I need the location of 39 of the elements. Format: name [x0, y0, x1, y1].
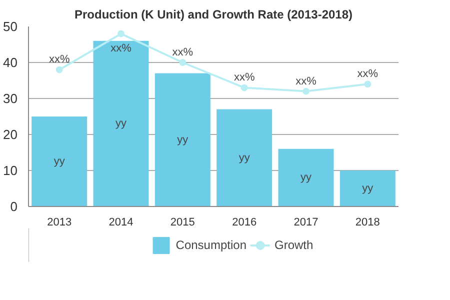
- bar: [154, 73, 210, 206]
- data-label: yy: [116, 118, 127, 130]
- data-label: xx%: [48, 54, 70, 66]
- data-label: yy: [238, 152, 250, 164]
- legend-label: Consumption: [176, 238, 247, 252]
- bar: [93, 40, 149, 206]
- y-tick-label: 40: [3, 55, 18, 70]
- point: [364, 80, 372, 88]
- y-tick-label: 50: [3, 19, 18, 34]
- point: [56, 66, 63, 74]
- data-label: xx%: [296, 75, 317, 88]
- data-label: yy: [300, 172, 312, 184]
- y-tick-label: 0: [10, 199, 18, 214]
- bar: [278, 148, 334, 206]
- data-label: xx%: [110, 42, 132, 55]
- x-tick-label: 2014: [108, 216, 134, 228]
- point: [302, 88, 310, 95]
- point: [240, 84, 248, 92]
- y-tick-label: 10: [3, 163, 18, 178]
- data-label: yy: [54, 156, 66, 168]
- chart-title: Production (K Unit) and Growth Rate (2013-2018): [74, 8, 353, 22]
- x-tick-label: 2013: [47, 216, 72, 228]
- data-label: xx%: [172, 46, 194, 58]
- data-label: yy: [177, 134, 189, 146]
- y-tick-label: 20: [3, 127, 18, 142]
- x-tick-label: 2016: [232, 216, 257, 228]
- bar: [340, 170, 396, 206]
- data-label: yy: [362, 182, 374, 194]
- data-label: xx%: [234, 72, 255, 84]
- point: [118, 30, 124, 38]
- bar: [32, 116, 88, 206]
- x-tick-label: 2018: [355, 216, 380, 228]
- bar: [216, 109, 272, 206]
- y-tick-label: 30: [3, 91, 18, 106]
- point: [179, 59, 186, 66]
- x-tick-label: 2017: [294, 216, 318, 228]
- legend-label: Growth: [274, 238, 314, 252]
- x-tick-label: 2015: [170, 216, 195, 228]
- data-label: xx%: [357, 68, 378, 80]
